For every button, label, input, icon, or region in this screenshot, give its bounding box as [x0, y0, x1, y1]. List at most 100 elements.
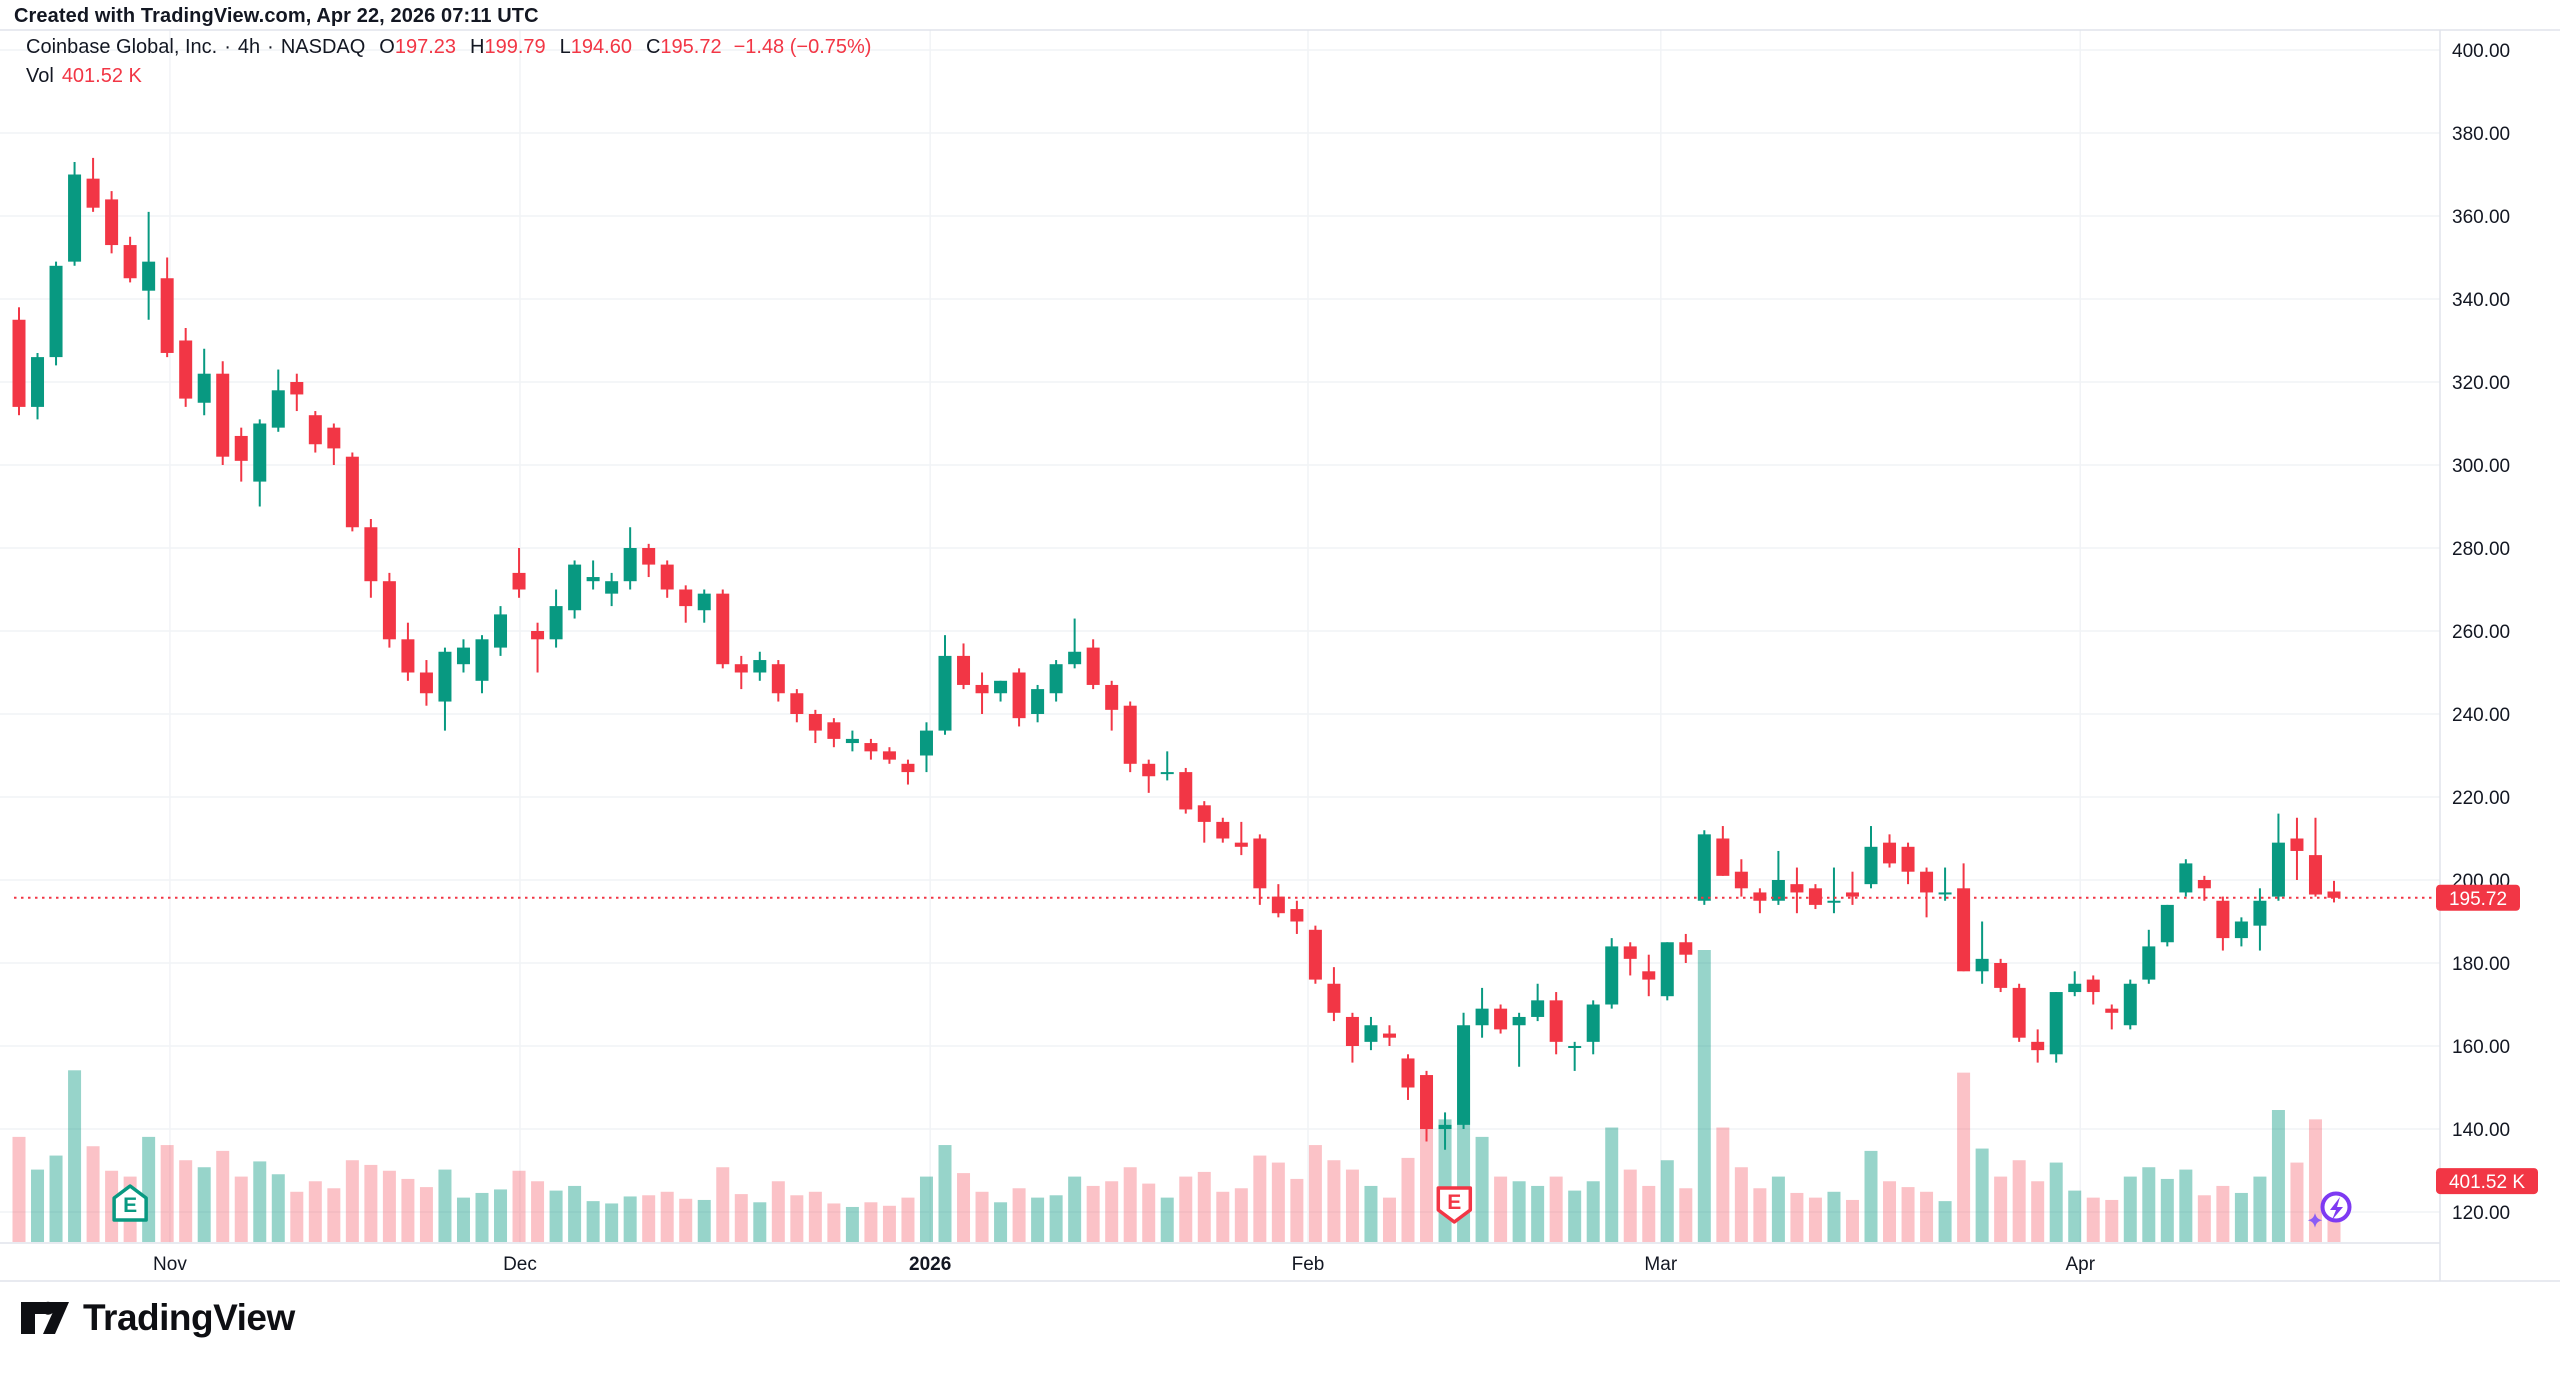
volume-bar — [957, 1173, 971, 1242]
price-tick-label: 360.00 — [2452, 207, 2510, 228]
volume-bar — [679, 1198, 693, 1242]
candle-body — [327, 427, 341, 449]
spark-icon[interactable] — [2307, 1191, 2352, 1228]
volume-bar — [197, 1167, 211, 1242]
volume-bar — [401, 1178, 415, 1242]
volume-bar — [605, 1203, 619, 1242]
volume-bar — [1234, 1188, 1248, 1242]
earnings-icon[interactable]: E — [112, 1184, 148, 1222]
volume-bar — [2308, 1119, 2322, 1242]
candle-body — [382, 581, 396, 640]
candle-body — [494, 614, 508, 648]
svg-text:401.52 K: 401.52 K — [2449, 1172, 2525, 1193]
volume-bar — [438, 1169, 452, 1242]
candle-body — [1734, 871, 1748, 889]
volume-bar — [1920, 1191, 1934, 1242]
month-label[interactable]: 2026 — [909, 1254, 951, 1275]
volume-bar — [1586, 1181, 1600, 1242]
volume-bar — [1845, 1199, 1859, 1242]
volume-bar — [179, 1160, 193, 1242]
volume-bar — [864, 1202, 878, 1242]
volume-bar — [1605, 1127, 1619, 1242]
volume-bar — [1197, 1171, 1211, 1242]
volume-bar — [2290, 1162, 2304, 1242]
candle-body — [1605, 946, 1619, 1005]
candle-body — [1438, 1124, 1452, 1129]
candle-body — [994, 680, 1008, 694]
candle-body — [1068, 651, 1082, 665]
month-label[interactable]: Mar — [1644, 1254, 1677, 1275]
candle-body — [1845, 892, 1859, 897]
candle-body — [845, 738, 859, 744]
volume-bar — [1012, 1188, 1026, 1242]
interval-label[interactable]: 4h — [237, 36, 261, 58]
candle-body — [1364, 1025, 1378, 1042]
volume-bar — [1382, 1197, 1396, 1242]
volume-bar — [919, 1176, 933, 1242]
month-label[interactable]: Nov — [153, 1254, 187, 1275]
volume-bar — [2086, 1197, 2100, 1242]
volume-bar — [1253, 1155, 1267, 1242]
candle-body — [160, 278, 174, 353]
price-tick-label: 160.00 — [2452, 1037, 2510, 1058]
volume-bar — [882, 1205, 896, 1242]
volume-bar — [1512, 1181, 1526, 1242]
candle-body — [1271, 896, 1285, 914]
candle-body — [290, 382, 304, 395]
volume-bar — [716, 1167, 730, 1242]
volume-bar — [1994, 1176, 2008, 1242]
month-label[interactable]: Feb — [1292, 1254, 1325, 1275]
price-tick-label: 140.00 — [2452, 1120, 2510, 1141]
svg-text:195.72: 195.72 — [2449, 889, 2507, 910]
candle-body — [642, 548, 656, 565]
candle-body — [1957, 888, 1971, 972]
volume-bar — [1790, 1192, 1804, 1242]
candle-body — [882, 751, 896, 760]
price-tick-label: 280.00 — [2452, 539, 2510, 560]
volume-label: Vol — [26, 65, 54, 87]
candle-body — [1994, 963, 2008, 988]
candle-body — [2123, 983, 2137, 1026]
chart-legend: Coinbase Global, Inc. · 4h · NASDAQ O197.23 H1… — [26, 33, 871, 91]
volume-bar — [327, 1188, 341, 1242]
volume-bar — [234, 1176, 248, 1242]
symbol-title[interactable]: Coinbase Global, Inc. — [26, 36, 218, 58]
month-label[interactable]: Dec — [503, 1254, 537, 1275]
volume-bar — [938, 1145, 952, 1242]
candle-body — [1308, 929, 1322, 980]
month-label[interactable]: Apr — [2065, 1254, 2095, 1275]
candle-body — [2012, 987, 2026, 1038]
volume-bar — [1938, 1201, 1952, 1242]
exchange-label: NASDAQ — [280, 36, 366, 58]
candle-body — [1568, 1046, 1582, 1048]
volume-bar — [1179, 1176, 1193, 1242]
legend-symbol-row: Coinbase Global, Inc. · 4h · NASDAQ O197.23 H1… — [26, 33, 871, 62]
candle-body — [753, 660, 767, 673]
candle-body — [1234, 842, 1248, 847]
low-item: L194.60 — [559, 36, 632, 58]
volume-bar — [1697, 950, 1711, 1242]
candle-body — [1142, 763, 1156, 777]
volume-bar — [2234, 1192, 2248, 1242]
candle-body — [1901, 846, 1915, 872]
candle-body — [1345, 1016, 1359, 1046]
svg-text:E: E — [1447, 1191, 1461, 1214]
price-tick-label: 400.00 — [2452, 41, 2510, 62]
volume-bar — [1753, 1188, 1767, 1242]
volume-bar — [2179, 1169, 2193, 1242]
tradingview-logo[interactable]: TradingView — [20, 1297, 295, 1339]
volume-bar — [68, 1070, 82, 1242]
candle-body — [938, 655, 952, 731]
candle-body — [771, 664, 785, 694]
earnings-icon[interactable]: E — [1436, 1186, 1473, 1224]
volume-bar — [1308, 1145, 1322, 1242]
candle-body — [2197, 880, 2211, 889]
candle-body — [660, 564, 674, 590]
candle-body — [2271, 842, 2285, 897]
candle-body — [401, 639, 415, 673]
volume-bar — [2012, 1160, 2026, 1242]
close-value: 195.72 — [660, 36, 722, 58]
volume-bar — [1049, 1195, 1063, 1242]
